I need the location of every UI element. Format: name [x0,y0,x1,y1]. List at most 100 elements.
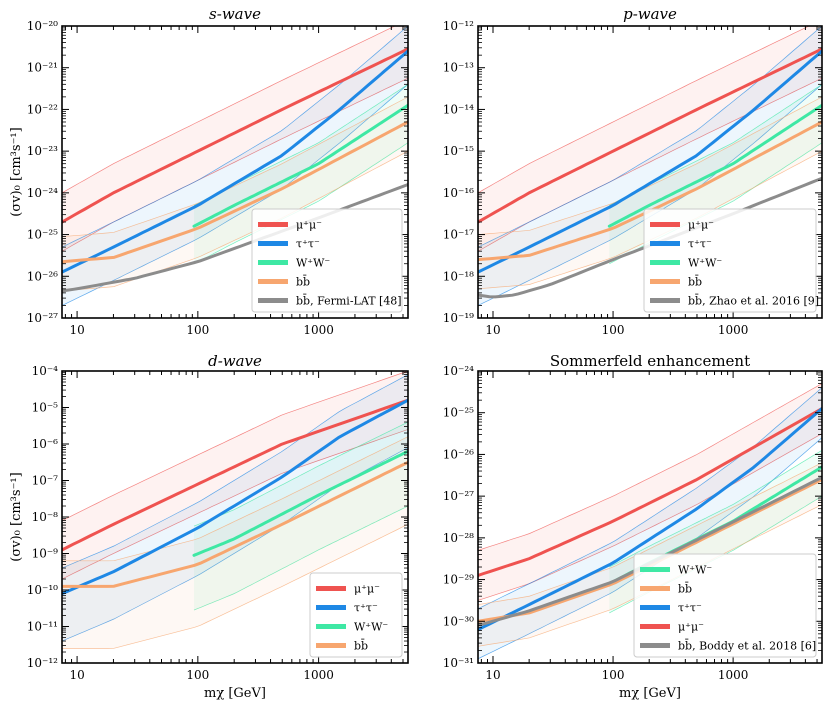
y-tick-label: 10⁻⁸ [32,510,59,524]
x-axis-label-left: mχ [GeV] [204,686,266,701]
y-tick-label: 10⁻¹⁴ [443,102,474,116]
legend: μ⁺μ⁻ τ⁺τ⁻ W⁺W⁻ bb̄ [309,572,403,658]
x-tick-label: 100 [186,668,209,682]
y-tick-label: 10⁻²⁶ [27,269,58,283]
series-line-fermi [62,183,408,293]
series-line-tautau [478,49,822,274]
series-line-tautau [478,407,822,632]
band-tautau [478,387,822,659]
y-tick-label: 10⁻⁴ [32,364,59,378]
series-line-tautau [62,49,408,274]
legend-label-mumu: μ⁺μ⁻ [354,583,380,596]
band-tautau [62,374,408,642]
series-line-bb [62,120,408,264]
plot-frame [477,25,823,319]
y-tick-label: 10⁻¹⁰ [27,583,58,597]
band-edge-upper-mumu [478,26,810,194]
x-tick-label: 1000 [303,668,334,682]
legend-label-bb: bb̄ [678,582,692,595]
band-edge-lower-bb [62,523,408,649]
series-line-mumu [62,47,408,224]
series-line-bb [62,460,408,588]
band-edge-lower-mumu [62,429,408,580]
series-lines [62,398,408,596]
y-tick-label: 10⁻¹¹ [27,620,58,634]
panel-title: p-wave [623,5,677,23]
series-line-ww [607,103,822,228]
legend-box [633,553,817,658]
legend-label-tautau: τ⁺τ⁻ [296,238,320,251]
band-bb [478,96,822,289]
band-bb [62,96,408,291]
y-tick-label: 10⁻²⁷ [443,489,474,503]
x-axis-label-right: mχ [GeV] [619,686,681,701]
y-tick-label: 10⁻²³ [27,144,58,158]
y-tick-label: 10⁻⁵ [32,401,59,415]
y-axis-label-bottom: (σv)₀ [cm³s⁻¹] [9,472,24,561]
band-edge-lower-bb [62,150,408,292]
y-tick-label: 10⁻⁷ [32,474,59,488]
legend-label-mumu: μ⁺μ⁻ [678,621,704,634]
panel-title: s-wave [209,5,261,23]
series-line-mumu [478,407,822,577]
y-tick-label: 10⁻²⁵ [27,228,58,242]
band-edge-lower-ww [193,505,408,611]
legend-label-bb: bb̄ [296,275,310,288]
legend-box [251,208,403,313]
band-edge-upper-mumu [478,383,822,551]
series-line-mumu [62,398,408,552]
band-ww [194,84,408,264]
band-edge-upper-mumu [62,26,396,194]
legend-label-fermi: bb̄, Fermi-LAT [48] [296,294,402,307]
legend-label-ww: W⁺W⁻ [678,564,712,577]
legend-label-bb: bb̄ [354,639,368,652]
legend-label-mumu: μ⁺μ⁻ [296,219,322,232]
legend-label-fermi: bb̄, Boddy et al. 2018 [6] [678,639,816,652]
x-tick-label: 1000 [303,323,334,337]
panel-d-wave: d-wave 10 100 1000 10⁻¹² 10⁻¹¹ 10⁻¹⁰ 10⁻⁹ 10⁻⁸ 1… [27,352,409,682]
y-axis-label-top: (σv)₀ [cm³s⁻¹] [9,127,24,216]
band-edge-upper-ww [609,449,822,568]
band-edge-upper-ww [193,421,408,527]
panel-title: d-wave [208,352,262,370]
panel-sommerfeld: Sommerfeld enhancement 10 100 1000 10⁻³¹ 10⁻… [443,352,823,682]
band-tautau [62,26,408,306]
y-tick-label: 10⁻¹² [27,656,58,670]
legend-label-ww: W⁺W⁻ [354,621,388,634]
x-tick-label: 10 [69,668,84,682]
y-tick-label: 10⁻⁹ [32,547,59,561]
y-tick-label: 10⁻²⁷ [27,311,58,325]
x-tick-label: 10 [485,668,500,682]
series-line-ww [192,103,408,228]
uncertainty-bands [62,26,408,306]
series-lines [62,47,408,293]
plot-frame [61,25,409,319]
y-tick-label: 10⁻²² [27,102,58,116]
legend-label-tautau: τ⁺τ⁻ [678,602,702,615]
y-tick-label: 10⁻²¹ [27,61,58,75]
y-tick-label: 10⁻¹⁶ [443,186,474,200]
band-bb [62,436,408,649]
axis-ticks: 10 100 1000 10⁻¹² 10⁻¹¹ 10⁻¹⁰ 10⁻⁹ 10⁻⁸ 10⁻⁷ 10⁻⁶… [27,364,408,682]
y-tick-label: 10⁻²⁵ [443,406,474,420]
y-tick-label: 10⁻³⁰ [443,614,474,628]
x-tick-label: 100 [602,668,625,682]
x-tick-label: 100 [186,323,209,337]
band-mumu [478,26,822,252]
band-mumu [478,383,822,601]
band-edge-lower-tautau [62,84,408,306]
x-tick-label: 1000 [718,323,749,337]
series-lines [478,407,822,632]
plot-frame [477,370,823,664]
axis-ticks: 10 100 1000 10⁻¹⁹ 10⁻¹⁸ 10⁻¹⁷ 10⁻¹⁶ 10⁻¹⁵ 10⁻¹⁴ 1… [443,19,822,337]
legend: μ⁺μ⁻ τ⁺τ⁻ W⁺W⁻ bb̄ bb̄, Fermi-LAT [48] [251,208,403,313]
y-tick-label: 10⁻¹³ [443,61,474,75]
series-line-mumu [478,47,822,224]
y-tick-label: 10⁻²⁴ [443,364,474,378]
legend-label-tautau: τ⁺τ⁻ [354,602,378,615]
series-line-ww [192,449,408,557]
band-edge-upper-bb [478,96,822,235]
series-line-tautau [62,398,408,596]
band-edge-upper-mumu [62,371,408,521]
